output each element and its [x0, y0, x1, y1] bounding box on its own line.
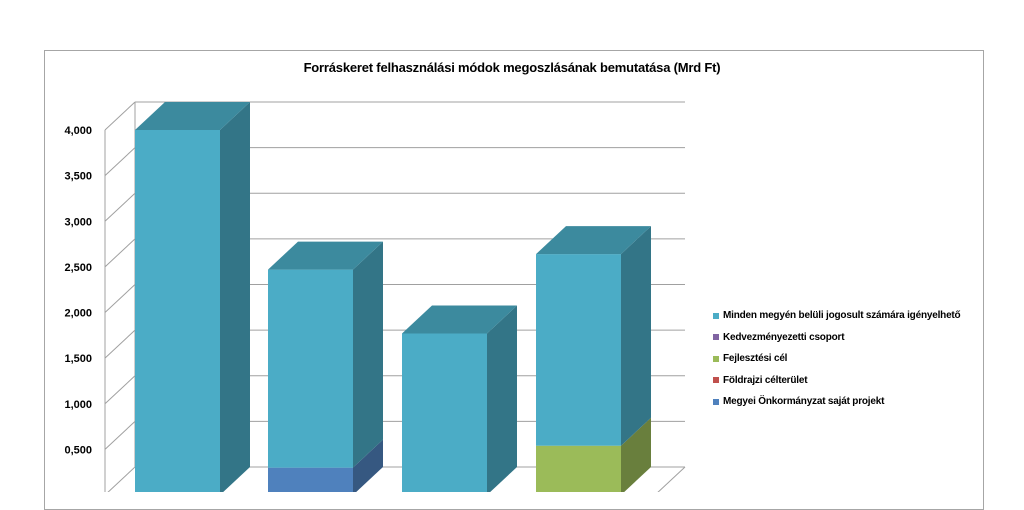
- legend-label: Földrajzi célterület: [723, 374, 808, 386]
- legend-swatch: [713, 312, 719, 319]
- gridline-depth: [104, 192, 136, 222]
- plot-area: 0,500 1,000 1,500 2,000 2,500 3,000 3,500 4,000: [64, 101, 686, 492]
- bar-side: [353, 439, 383, 492]
- chart-legend: Minden megyén belüli jogosult számára ig…: [713, 305, 961, 413]
- gridline-depth: [104, 101, 136, 131]
- legend-label: Megyei Önkormányzat saját projekt: [723, 396, 885, 408]
- gridline-depth: [107, 466, 136, 492]
- y-tick-label: 3,500: [64, 171, 92, 183]
- y-tick-label: 2,500: [64, 262, 92, 274]
- bar-side: [621, 417, 651, 492]
- y-tick-label: 4,000: [64, 125, 92, 137]
- bar: [536, 445, 621, 492]
- gridline-depth: [104, 238, 136, 268]
- gridline-depth: [104, 284, 136, 313]
- legend-label: Minden megyén belüli jogosult számára ig…: [723, 310, 961, 322]
- legend-label: Fejlesztési cél: [723, 353, 788, 365]
- gridline-depth: [104, 329, 136, 359]
- legend-item: Minden megyén belüli jogosult számára ig…: [713, 305, 961, 327]
- bar-top: [402, 305, 517, 334]
- legend-swatch: [713, 355, 719, 362]
- legend-item: Földrajzi célterület: [713, 370, 960, 392]
- bar-side: [220, 102, 250, 492]
- chart-title: Forráskeret felhasználási módok megoszlá…: [303, 60, 721, 75]
- gridline-depth: [104, 147, 136, 176]
- bar: [268, 467, 353, 492]
- bar-top: [536, 226, 651, 255]
- y-tick-label: 0,500: [64, 444, 92, 456]
- bar-side: [621, 226, 651, 446]
- y-tick-label: 3,000: [64, 216, 92, 228]
- y-tick-label: 1,500: [64, 353, 92, 365]
- y-tick-label: 2,000: [64, 308, 92, 320]
- bar-side: [353, 241, 383, 468]
- bar: [135, 130, 220, 492]
- floor-edge: [657, 466, 686, 492]
- bar: [268, 269, 353, 468]
- bar-side: [487, 305, 517, 492]
- bar-top: [135, 102, 250, 130]
- legend-item: Kedvezményezetti csoport: [713, 327, 960, 349]
- legend-item: Megyei Önkormányzat saját projekt: [713, 391, 960, 413]
- bar: [536, 254, 621, 446]
- legend-swatch: [713, 377, 719, 384]
- y-tick-label: 1,000: [64, 399, 92, 411]
- legend-swatch: [713, 334, 719, 341]
- gridline-depth: [104, 375, 136, 405]
- legend-item: Fejlesztési cél: [713, 348, 960, 370]
- bar-top: [268, 241, 383, 270]
- bar: [402, 333, 487, 492]
- gridline-depth: [104, 421, 136, 450]
- legend-swatch: [713, 398, 719, 405]
- legend-label: Kedvezményezetti csoport: [723, 331, 845, 343]
